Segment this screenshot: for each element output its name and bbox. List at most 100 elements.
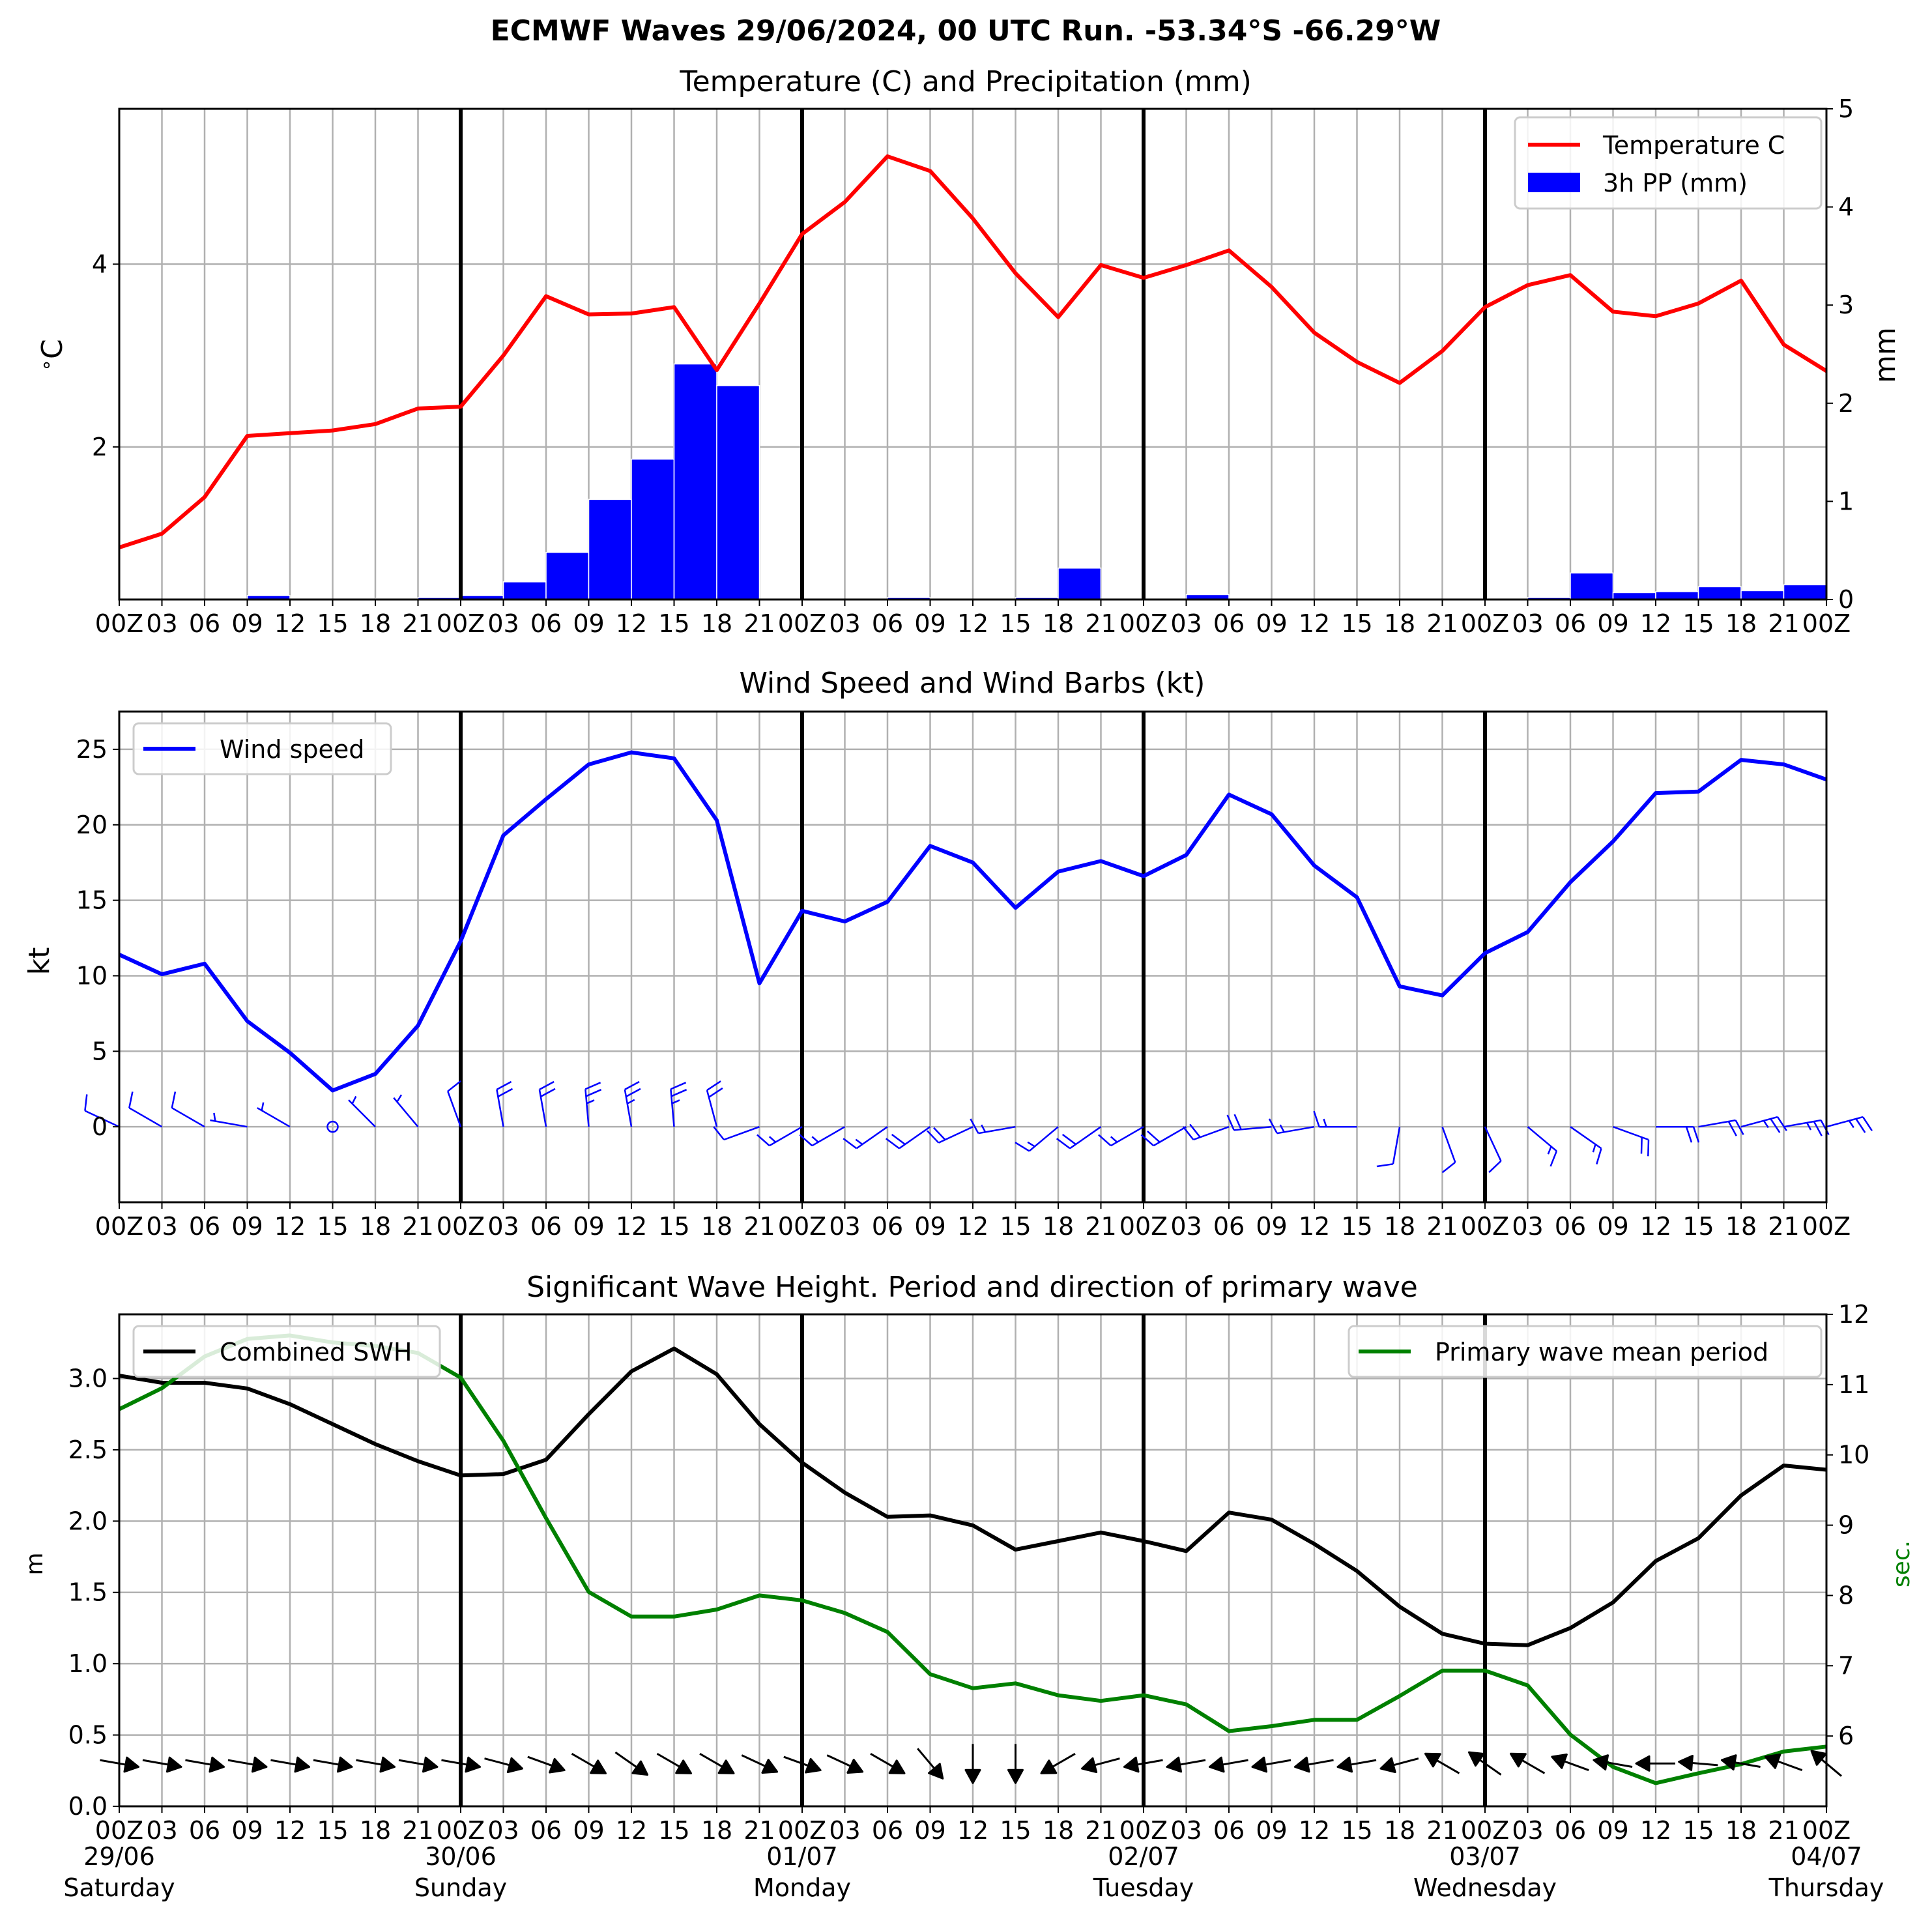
y-tick-label: 3.0	[68, 1364, 108, 1393]
wind-barb	[171, 1091, 205, 1128]
wave-arrow-shape	[142, 1756, 182, 1773]
wave-direction-arrow	[1764, 1754, 1803, 1771]
x-tick-label: 12	[1299, 1816, 1330, 1845]
x-tick-label: 09	[1597, 1212, 1628, 1241]
wave-direction-arrow	[1251, 1756, 1291, 1773]
wind-barb	[1656, 1125, 1700, 1143]
x-tick-label: 18	[360, 1816, 391, 1845]
x-tick-label: 03	[1512, 1816, 1543, 1845]
right-y-tick-label: 5	[1838, 94, 1854, 123]
x-tick-label: 00Z	[1802, 609, 1851, 638]
right-y-tick-label: 4	[1838, 193, 1854, 222]
x-tick-label: 15	[1341, 609, 1372, 638]
y-tick-label: 1.0	[68, 1649, 108, 1678]
wave-direction-arrow	[270, 1756, 311, 1773]
x-tick-label: 18	[1725, 1816, 1757, 1845]
wind-legend: Wind speed	[132, 722, 392, 775]
precip-bar	[1697, 586, 1742, 600]
y-tick-label: 0.0	[68, 1792, 108, 1821]
wind-barb	[1015, 1126, 1059, 1152]
wave-direction-arrow	[1007, 1744, 1024, 1784]
wave-arrow-shape	[227, 1756, 268, 1773]
x-tick-label: 00Z	[95, 609, 143, 638]
wind-barb	[927, 1126, 973, 1144]
x-tick-label: 18	[701, 1212, 732, 1241]
y-tick-label: 2.0	[68, 1507, 108, 1535]
x-tick-label: 03	[1512, 609, 1543, 638]
wind-barb	[1484, 1126, 1502, 1174]
wave-direction-arrow	[656, 1753, 692, 1774]
wind-barb	[128, 1091, 163, 1128]
wave-direction-arrow	[1635, 1755, 1675, 1772]
y-tick-label: 25	[76, 735, 108, 764]
wave-direction-arrow	[1467, 1751, 1502, 1776]
wind-barb	[393, 1094, 419, 1128]
wave-arrow-shape	[699, 1753, 735, 1774]
x-tick-label: 06	[1555, 1212, 1586, 1241]
wind-legend-label: Wind speed	[220, 735, 364, 764]
wave-arrow-shape	[783, 1755, 822, 1774]
x-tick-label: 03	[1512, 1212, 1543, 1241]
wind-barb	[1182, 1123, 1230, 1141]
temp-legend-label: Temperature C	[1602, 131, 1785, 160]
wave-direction-arrow	[1040, 1753, 1076, 1774]
wave-arrow-shape	[1208, 1756, 1248, 1773]
y-tick-label: 1.5	[68, 1578, 108, 1607]
wave-direction-arrow	[1551, 1754, 1589, 1771]
x-tick-label: 06	[1213, 609, 1245, 638]
wind-barb	[1098, 1126, 1144, 1147]
x-tick-label: 12	[1640, 1816, 1671, 1845]
x-tick-label: 15	[658, 1816, 689, 1845]
right-y-tick-label: 11	[1838, 1370, 1869, 1399]
x-tick-label: 21	[743, 1816, 775, 1845]
x-tick-label: 18	[1725, 1212, 1757, 1241]
wind-barb	[799, 1126, 846, 1147]
x-tick-label: 12	[616, 609, 647, 638]
x-tick-label: 06	[530, 1212, 562, 1241]
x-tick-label: 00Z	[1119, 1212, 1168, 1241]
y-tick-label: 0	[92, 1112, 108, 1141]
wave-arrow-shape	[527, 1755, 566, 1774]
wave-direction-arrow	[699, 1753, 735, 1774]
wind-speed-line	[118, 750, 1828, 1093]
x-tick-label: 21	[743, 609, 775, 638]
wind-barb	[1268, 1118, 1315, 1134]
precip-bars	[246, 363, 1827, 600]
x-tick-label: 15	[317, 1816, 348, 1845]
x-tick-label: 00Z	[778, 1212, 826, 1241]
figure-title: ECMWF Waves 29/06/2024, 00 UTC Run. -53.…	[491, 14, 1441, 48]
wind-barb	[706, 1080, 723, 1127]
x-tick-label: 06	[189, 609, 220, 638]
y-tick-label: 15	[76, 886, 108, 915]
precip-bar	[716, 384, 760, 600]
x-tick-label: 06	[189, 1212, 220, 1241]
precip-bar	[1783, 584, 1827, 600]
x-tick-label: 15	[658, 1212, 689, 1241]
right-y-tick-label: 7	[1838, 1651, 1854, 1680]
wave-arrow-shape	[1336, 1756, 1377, 1773]
x-tick-label: 21	[1426, 1212, 1458, 1241]
x-tick-label: 21	[402, 1212, 433, 1241]
x-tick-label: 09	[914, 609, 945, 638]
right-y-tick-label: 8	[1838, 1581, 1854, 1610]
precip-y-axis-label: mm	[1869, 327, 1902, 383]
wind-barb	[1313, 1110, 1357, 1128]
x-tick-label: 18	[1725, 609, 1757, 638]
x-tick-label: 03	[1170, 609, 1202, 638]
wind-panel-title: Wind Speed and Wind Barbs (kt)	[740, 667, 1205, 700]
wind-barb	[584, 1082, 602, 1127]
wave-arrow-shape	[1007, 1744, 1024, 1784]
wave-arrow-shape	[1510, 1752, 1546, 1774]
x-tick-label: 06	[1555, 609, 1586, 638]
wave-direction-arrow	[783, 1755, 822, 1774]
wave-arrow-shape	[614, 1751, 649, 1776]
x-tick-label: 09	[231, 1212, 263, 1241]
wave-direction-arrow	[313, 1756, 353, 1773]
wave-arrow-shape	[1678, 1754, 1718, 1771]
wave-arrow-shape	[1379, 1757, 1419, 1774]
x-tick-label: 03	[1170, 1212, 1202, 1241]
x-tick-label: 21	[1768, 1212, 1799, 1241]
wave-direction-arrow	[441, 1756, 482, 1773]
